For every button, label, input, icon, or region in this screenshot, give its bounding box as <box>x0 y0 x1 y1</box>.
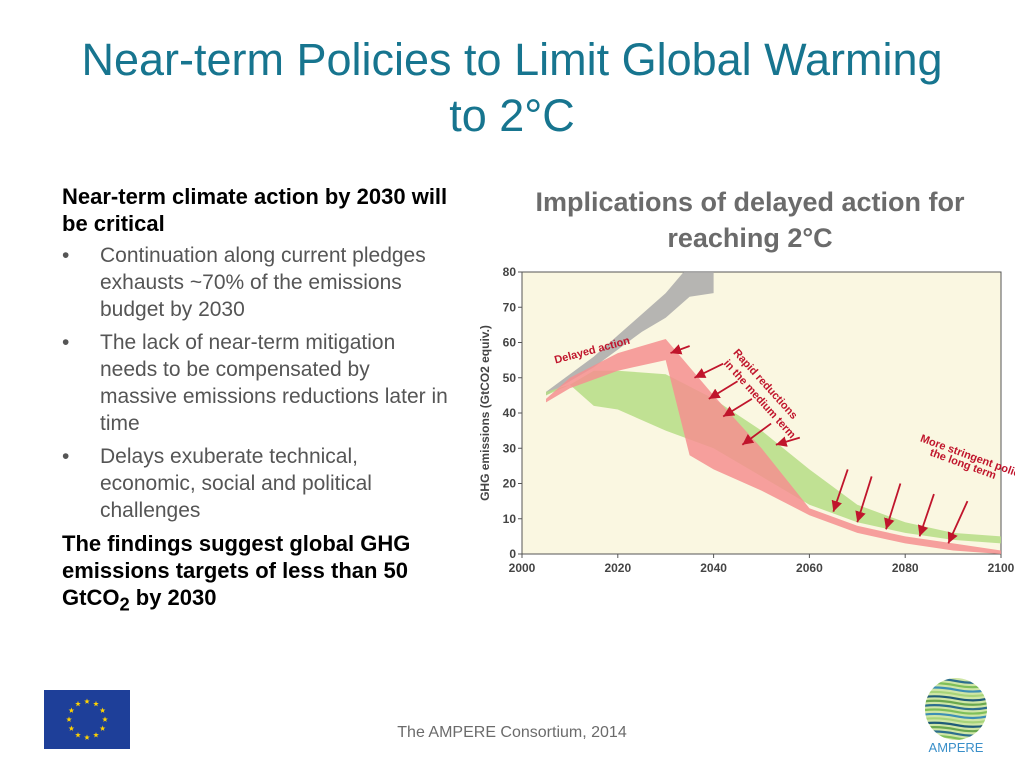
slide-title: Near-term Policies to Limit Global Warmi… <box>81 34 943 141</box>
globe-stripe <box>925 699 987 706</box>
annotation-arrow <box>741 422 772 446</box>
ampere-logo-text: AMPERE <box>928 740 984 755</box>
globe-stripe <box>925 704 987 711</box>
plot-area <box>521 271 1002 555</box>
eu-star-icon <box>68 725 75 731</box>
bullet-list: • Continuation along current pledges exha… <box>62 242 452 524</box>
key-finding: The findings suggest global GHG emission… <box>62 530 452 617</box>
annotation-arrow <box>917 493 935 537</box>
eu-star-icon <box>99 725 106 731</box>
x-tick-label: 2080 <box>892 561 919 575</box>
globe-stripe <box>925 695 987 702</box>
annotation-arrow <box>722 398 753 418</box>
bullet-dot: • <box>62 445 70 468</box>
finding-tail: by 2030 <box>129 585 217 610</box>
annotation-arrow <box>884 483 902 530</box>
x-tick-label: 2020 <box>604 561 631 575</box>
y-axis-label: GHG emissions (GtCO2 equiv.) <box>478 325 492 501</box>
x-tick-label: 2000 <box>509 561 536 575</box>
y-tick-label: 60 <box>503 336 517 350</box>
eu-star-icon <box>84 698 90 704</box>
bullet-dot: • <box>62 244 70 267</box>
y-tick-label: 50 <box>503 371 517 385</box>
bullet-text: Delays exuberate technical, economic, so… <box>100 445 372 522</box>
emissions-band <box>546 370 1001 544</box>
annotation-arrow <box>831 469 849 512</box>
annotation-arrow <box>775 436 801 447</box>
eu-star-icon <box>102 716 108 722</box>
chart-title: Implications of delayed action for reach… <box>535 187 965 253</box>
annotation-arrow <box>670 344 690 355</box>
emissions-chart: 0 10 20 30 40 50 60 70 80 2000 2020 2040 2060 2080 210… <box>478 265 1015 575</box>
bullet-text: Continuation along current pledges exhau… <box>100 244 426 321</box>
finding-main: The findings suggest global GHG emission… <box>62 531 411 610</box>
eu-flag-logo <box>44 690 130 749</box>
globe-stripe <box>925 708 987 715</box>
finding-subscript: 2 <box>119 593 130 615</box>
emissions-band <box>546 272 714 396</box>
eu-star-icon <box>84 734 90 740</box>
footer-credit: The AMPERE Consortium, 2014 <box>397 724 627 741</box>
globe-stripe <box>925 717 987 724</box>
lead-statement: Near-term climate action by 2030 will be… <box>62 184 448 236</box>
eu-star-icon <box>93 732 99 738</box>
annotation-arrow <box>708 380 739 400</box>
left-column: Near-term climate action by 2030 will be… <box>62 183 452 617</box>
bullet-dot: • <box>62 331 70 354</box>
bullet-text: The lack of near-term mitigation needs t… <box>100 331 448 435</box>
globe-stripe <box>925 712 987 720</box>
annotation-arrow <box>855 476 873 523</box>
y-tick-label: 20 <box>503 477 517 491</box>
bullet-item: • The lack of near-term mitigation needs … <box>62 329 452 437</box>
ampere-logo <box>925 678 987 740</box>
y-tick-label: 40 <box>503 406 517 420</box>
y-tick-label: 10 <box>503 512 517 526</box>
annotation-arrow <box>694 362 724 379</box>
bullet-item: • Delays exuberate technical, economic, s… <box>62 443 452 524</box>
y-tick-label: 30 <box>503 441 517 455</box>
eu-star-icon <box>66 716 72 722</box>
y-tick-label: 80 <box>503 265 517 279</box>
annotation-arrow <box>947 500 969 544</box>
eu-star-icon <box>68 707 75 713</box>
x-tick-label: 2100 <box>988 561 1015 575</box>
x-tick-label: 2060 <box>796 561 823 575</box>
y-tick-label: 70 <box>503 300 517 314</box>
eu-star-icon <box>75 732 81 738</box>
eu-star-icon <box>99 707 106 713</box>
eu-star-icon <box>75 700 81 707</box>
x-tick-label: 2040 <box>700 561 727 575</box>
y-tick-label: 0 <box>509 547 516 561</box>
eu-star-icon <box>93 700 99 707</box>
bullet-item: • Continuation along current pledges exha… <box>62 242 452 323</box>
